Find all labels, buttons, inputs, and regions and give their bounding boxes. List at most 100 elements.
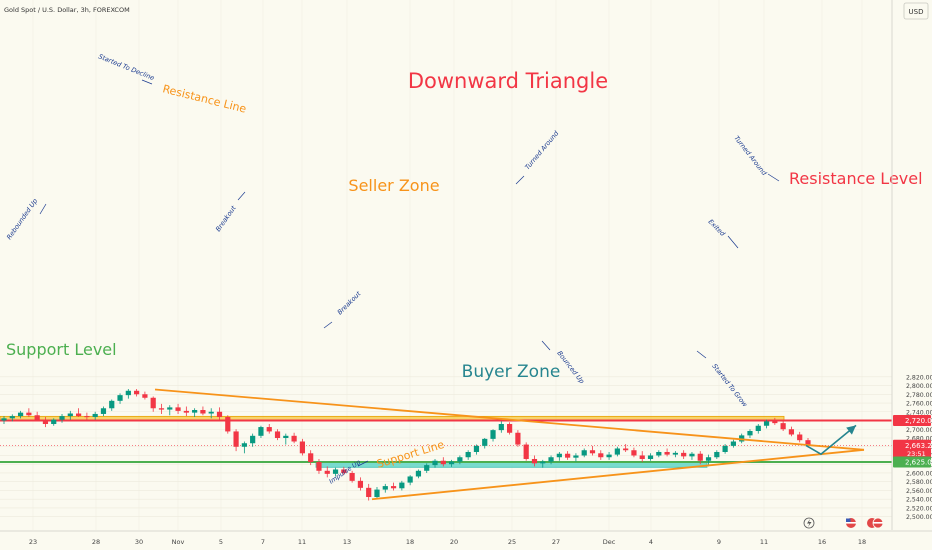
- candle-body: [291, 435, 297, 442]
- candle-body: [581, 450, 587, 456]
- candle: [183, 406, 189, 417]
- candle: [84, 412, 90, 421]
- candle-body: [1, 418, 7, 421]
- candle-body: [457, 457, 463, 462]
- candle: [390, 482, 397, 491]
- candle-body: [589, 450, 596, 454]
- candle-body: [308, 453, 314, 463]
- candle: [755, 424, 761, 434]
- candle-body: [805, 440, 811, 446]
- candle-body: [125, 390, 131, 396]
- triangle-resistance-line: [154, 388, 865, 451]
- price-axis[interactable]: 2,500.000 2,520.0002,540.000 2,560.000 2,58…: [891, 0, 932, 530]
- seller-zone-label: Seller Zone: [348, 176, 439, 195]
- candle-body: [167, 407, 173, 410]
- candle: [374, 486, 380, 499]
- candle: [548, 455, 554, 465]
- lightning-icon[interactable]: [803, 517, 815, 529]
- candle: [465, 450, 471, 460]
- candle: [573, 453, 579, 462]
- time-axis[interactable]: 23 28 30 Nov 5 7 11 13 18 20 25 27 Dec 4 9 11 16 18: [0, 530, 932, 546]
- candle-body: [465, 451, 471, 458]
- candle: [440, 457, 446, 467]
- annotation-arrow: [541, 340, 551, 351]
- candle: [432, 458, 438, 468]
- candle: [192, 408, 198, 418]
- candle: [780, 420, 786, 431]
- time-tick-label: 25: [508, 538, 516, 546]
- candle: [341, 466, 347, 475]
- currency-button-box[interactable]: [903, 2, 929, 20]
- candle: [125, 389, 131, 399]
- annotation-arrow: [141, 79, 153, 85]
- candle: [556, 451, 562, 461]
- candle-body: [407, 476, 413, 483]
- candle: [581, 448, 587, 458]
- time-tick-label: 4: [649, 538, 653, 546]
- candle: [51, 418, 57, 426]
- candle-body: [258, 427, 264, 436]
- candle: [722, 444, 728, 454]
- candle: [324, 466, 330, 478]
- candle-body: [17, 412, 24, 417]
- support-price-tag-label: 2,625.00: [905, 459, 932, 467]
- resistance-level-label: Resistance Level: [789, 169, 923, 188]
- candle-body: [664, 451, 670, 455]
- candle-body: [432, 460, 438, 466]
- price-tick-label: 2,740.000: [906, 409, 932, 416]
- candle-body: [573, 455, 579, 458]
- candle: [117, 393, 123, 404]
- resistance-price-tag: [893, 415, 931, 427]
- candle: [316, 458, 322, 474]
- candle: [656, 450, 662, 458]
- resistance-line-label: Resistance Line: [161, 82, 248, 115]
- candle: [507, 422, 513, 435]
- flag-us-pair-icon[interactable]: [867, 517, 884, 529]
- candle: [763, 419, 770, 429]
- candle-body: [142, 394, 148, 398]
- candle: [647, 453, 654, 461]
- resistance-price-tag-label: 2,720.00: [905, 417, 932, 425]
- candle-body: [473, 445, 480, 452]
- candle-body: [515, 432, 521, 445]
- candle-body: [150, 397, 156, 409]
- price-tick-label: 2,600.000: [906, 470, 932, 477]
- candle: [399, 480, 405, 491]
- candle: [415, 469, 422, 479]
- candle-body: [59, 416, 65, 420]
- currency-button[interactable]: USD: [909, 8, 924, 16]
- current-price-tag: [893, 439, 931, 459]
- price-countdown: 23:51: [907, 450, 926, 458]
- candle-body: [84, 416, 90, 418]
- candle: [266, 424, 272, 434]
- candle-body: [26, 412, 32, 416]
- triangle-support-line: [371, 448, 865, 501]
- candle-body: [482, 438, 488, 446]
- candle: [598, 450, 604, 460]
- time-tick-label: 28: [92, 538, 100, 546]
- candle: [747, 429, 753, 438]
- candle-body: [158, 408, 165, 410]
- candle: [92, 411, 98, 420]
- candle-body: [747, 430, 753, 436]
- annotation-arrow: [515, 175, 525, 185]
- flag-us-icon[interactable]: [846, 518, 856, 528]
- candle: [473, 444, 480, 455]
- candle-body: [399, 482, 405, 489]
- annotation-turned-around-1: Turned Around: [523, 129, 560, 171]
- candle-body: [614, 448, 620, 455]
- price-tick-label: 2,820.000: [906, 374, 932, 381]
- time-tick-label: 13: [343, 538, 351, 546]
- candle: [565, 451, 571, 460]
- candle-body: [100, 408, 107, 414]
- candle: [739, 433, 745, 444]
- candle-body: [556, 453, 562, 458]
- candle-body: [424, 465, 430, 471]
- annotation-arrow: [39, 203, 47, 215]
- candle-body: [208, 411, 214, 414]
- candle: [531, 455, 538, 467]
- time-tick-label: 5: [219, 538, 223, 546]
- candle: [382, 483, 388, 493]
- candle-body: [117, 395, 123, 401]
